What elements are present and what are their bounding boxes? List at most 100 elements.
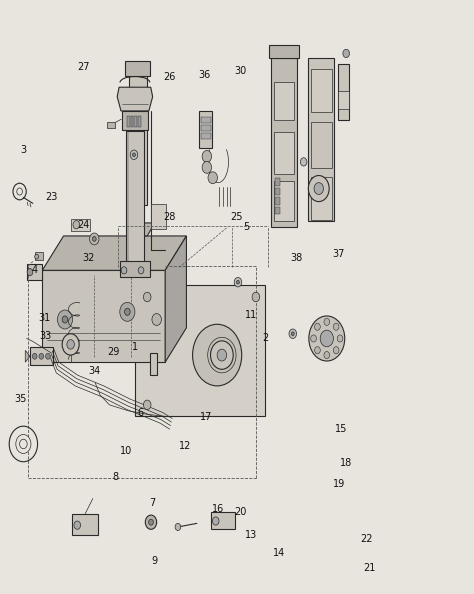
Text: 2: 2	[262, 333, 268, 343]
Bar	[269, 45, 299, 58]
Circle shape	[17, 188, 22, 195]
Bar	[337, 64, 349, 121]
Circle shape	[311, 335, 317, 342]
Circle shape	[92, 236, 96, 241]
Text: 16: 16	[212, 504, 224, 514]
Text: 19: 19	[332, 479, 345, 489]
Bar	[138, 116, 141, 127]
Circle shape	[301, 158, 307, 166]
Text: 9: 9	[151, 556, 157, 565]
Bar	[131, 116, 134, 127]
Circle shape	[343, 49, 349, 58]
Circle shape	[202, 150, 211, 162]
Bar	[309, 58, 334, 221]
Text: 11: 11	[245, 310, 257, 320]
Circle shape	[320, 330, 333, 347]
Bar	[35, 252, 43, 260]
Circle shape	[324, 318, 329, 326]
Bar	[122, 111, 148, 130]
Circle shape	[133, 153, 136, 157]
Text: 23: 23	[46, 192, 58, 203]
Bar	[311, 69, 331, 112]
Text: 26: 26	[164, 71, 176, 81]
Circle shape	[208, 172, 218, 184]
Text: 28: 28	[164, 212, 176, 222]
Text: 35: 35	[14, 394, 27, 404]
Bar	[125, 61, 150, 76]
Bar	[311, 333, 320, 345]
Circle shape	[217, 349, 227, 361]
Text: 5: 5	[243, 222, 250, 232]
Circle shape	[152, 314, 161, 326]
Circle shape	[35, 254, 38, 259]
Bar	[129, 75, 147, 205]
Bar	[107, 122, 115, 128]
Bar	[337, 91, 349, 109]
Circle shape	[309, 175, 329, 201]
Circle shape	[73, 220, 80, 229]
Text: 12: 12	[179, 441, 191, 451]
Bar	[72, 514, 98, 535]
Bar	[27, 264, 42, 280]
Polygon shape	[128, 223, 155, 236]
Bar	[274, 82, 294, 121]
Bar	[127, 116, 130, 127]
Circle shape	[67, 340, 74, 349]
Circle shape	[90, 233, 99, 245]
Bar	[152, 204, 165, 229]
Bar	[311, 122, 331, 168]
Text: 17: 17	[200, 412, 212, 422]
Bar	[126, 131, 144, 264]
Text: 21: 21	[363, 564, 375, 573]
Circle shape	[74, 521, 81, 529]
Bar	[30, 347, 53, 365]
Circle shape	[333, 323, 339, 330]
Text: 38: 38	[290, 254, 302, 264]
Circle shape	[125, 308, 130, 315]
Circle shape	[237, 280, 239, 284]
Text: 4: 4	[32, 266, 38, 276]
Bar	[275, 207, 280, 214]
Circle shape	[39, 353, 44, 359]
Text: 27: 27	[77, 62, 90, 72]
Text: 34: 34	[88, 366, 100, 376]
Text: 36: 36	[199, 69, 211, 80]
Circle shape	[252, 292, 260, 302]
Bar	[275, 188, 280, 195]
Circle shape	[192, 324, 242, 386]
Text: 22: 22	[361, 534, 373, 544]
Text: 14: 14	[273, 548, 286, 558]
Circle shape	[57, 310, 73, 329]
Circle shape	[211, 348, 223, 362]
Text: 33: 33	[39, 330, 52, 340]
Bar	[274, 132, 294, 173]
Polygon shape	[136, 285, 265, 416]
Text: 31: 31	[38, 313, 50, 323]
Polygon shape	[117, 87, 153, 111]
Text: 25: 25	[230, 212, 242, 222]
Text: 7: 7	[149, 498, 155, 508]
Circle shape	[121, 267, 127, 274]
Text: 18: 18	[339, 458, 352, 468]
Bar	[199, 111, 212, 148]
Text: 30: 30	[235, 65, 247, 75]
Bar	[271, 58, 297, 227]
Bar	[311, 177, 331, 220]
Text: 6: 6	[137, 407, 143, 418]
Circle shape	[62, 316, 68, 323]
Circle shape	[210, 341, 233, 369]
Polygon shape	[42, 236, 186, 270]
Circle shape	[292, 332, 294, 336]
Circle shape	[144, 400, 151, 410]
Circle shape	[146, 515, 156, 529]
Bar	[211, 511, 235, 529]
Circle shape	[120, 302, 135, 321]
Circle shape	[315, 323, 320, 330]
Circle shape	[149, 519, 154, 525]
Circle shape	[62, 334, 79, 355]
Text: 37: 37	[332, 249, 345, 260]
Text: 1: 1	[132, 342, 138, 352]
Bar	[71, 219, 91, 230]
Circle shape	[27, 268, 33, 276]
Circle shape	[144, 292, 151, 302]
